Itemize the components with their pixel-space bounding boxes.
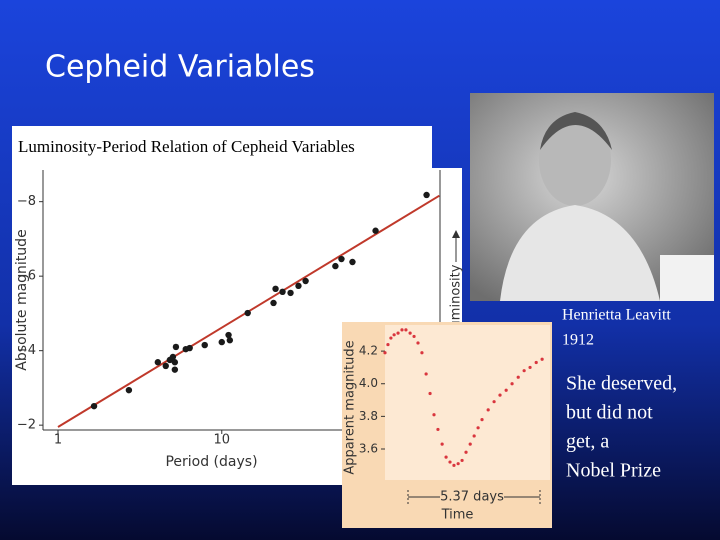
y-tick-label: 3.6	[359, 442, 378, 456]
y-tick-label: −6	[17, 269, 36, 284]
y-axis-label: Apparent magnitude	[343, 340, 358, 474]
data-point	[492, 400, 496, 404]
period-label: 5.37 days	[440, 490, 504, 505]
data-point	[272, 285, 279, 293]
data-point	[504, 388, 508, 392]
data-point	[404, 328, 408, 332]
data-point	[456, 462, 460, 466]
arrow-head	[452, 230, 460, 238]
data-point	[510, 382, 514, 386]
data-point	[540, 357, 544, 361]
figure-caption: Luminosity-Period Relation of Cepheid Va…	[18, 137, 355, 156]
data-point	[396, 331, 400, 335]
y-tick-label: −2	[17, 418, 36, 433]
data-point	[416, 341, 420, 345]
data-point	[516, 375, 520, 379]
y-axis-label: Absolute magnitude	[14, 229, 30, 370]
data-point	[186, 344, 193, 352]
data-point	[534, 360, 538, 365]
slide-title: Cepheid Variables	[45, 50, 315, 85]
data-point	[171, 359, 179, 366]
data-point	[392, 333, 396, 337]
photo	[470, 93, 714, 301]
plot-area	[385, 325, 550, 480]
data-point	[279, 288, 286, 296]
data-point	[338, 255, 345, 263]
data-point	[171, 366, 179, 373]
data-point	[440, 442, 444, 446]
data-point	[389, 336, 393, 340]
data-point	[452, 463, 456, 467]
data-point	[386, 342, 390, 347]
note-line: get, a	[566, 431, 609, 453]
data-point	[244, 309, 251, 317]
data-point	[400, 328, 404, 332]
x-tick-label: 10	[213, 433, 230, 448]
x-axis-label: Time	[441, 508, 474, 523]
data-point	[172, 343, 180, 351]
data-point	[287, 289, 294, 297]
data-point	[420, 351, 424, 355]
data-point	[408, 331, 412, 335]
data-point	[201, 341, 208, 349]
data-point	[436, 427, 440, 432]
y-tick-label: −4	[17, 343, 36, 358]
data-point	[372, 227, 379, 234]
y-tick-label: 4.2	[359, 344, 378, 358]
data-point	[162, 362, 169, 370]
note-line: Nobel Prize	[566, 460, 661, 482]
data-point	[428, 391, 432, 396]
y-tick-label: −8	[17, 194, 36, 209]
data-point	[444, 455, 448, 459]
data-point	[472, 434, 476, 438]
data-point	[448, 460, 452, 464]
data-point	[90, 402, 98, 410]
x-tick-label: 1	[54, 433, 62, 448]
data-point	[270, 299, 277, 307]
y-tick-label: 4.0	[359, 376, 378, 390]
photo-caption: 1912	[562, 332, 594, 349]
data-point	[349, 258, 356, 266]
y2-axis-label: Luminosity	[449, 264, 464, 335]
data-point	[295, 282, 302, 290]
data-point	[522, 369, 526, 373]
data-point	[383, 351, 387, 355]
data-point	[432, 413, 436, 417]
data-point	[154, 359, 162, 366]
note-line: She deserved,	[566, 373, 677, 395]
data-point	[218, 338, 225, 346]
data-point	[302, 277, 309, 285]
data-point	[125, 386, 133, 394]
x-axis-label: Period (days)	[165, 454, 257, 470]
data-point	[476, 426, 480, 430]
data-point	[498, 393, 502, 397]
data-point	[332, 262, 339, 270]
data-point	[468, 442, 472, 446]
data-point	[226, 337, 234, 344]
data-point	[528, 365, 532, 370]
data-point	[464, 450, 468, 454]
data-point	[412, 334, 416, 339]
data-point	[423, 191, 430, 199]
period-label-bg	[440, 489, 504, 505]
caption-box	[12, 126, 432, 168]
photo-caption: Henrietta Leavitt	[562, 307, 671, 324]
data-point	[424, 372, 428, 376]
data-point	[225, 331, 232, 339]
data-point	[460, 458, 464, 463]
data-point	[169, 353, 177, 361]
note-line: but did not	[566, 402, 653, 424]
data-point	[480, 418, 484, 422]
data-point	[486, 408, 490, 412]
y-tick-label: 3.8	[359, 409, 378, 423]
